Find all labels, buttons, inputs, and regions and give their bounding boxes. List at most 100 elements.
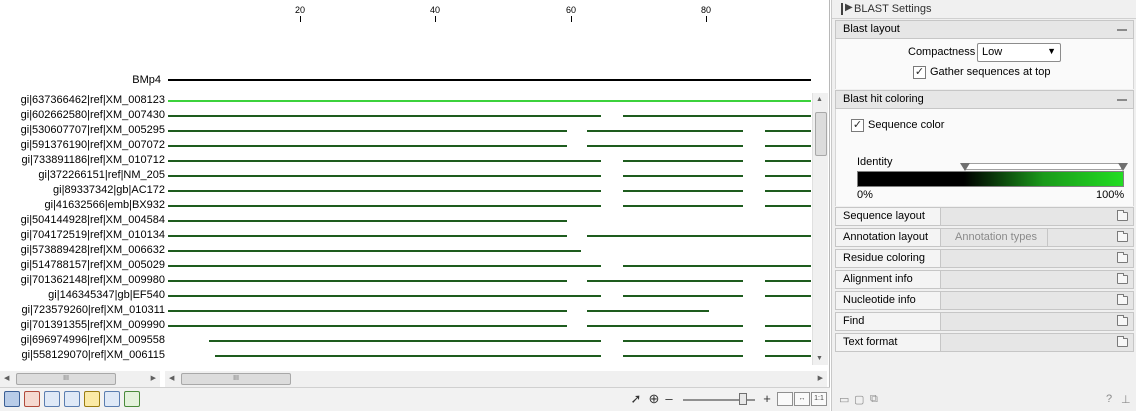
selection-cursor-icon[interactable]: ➚ <box>630 391 642 406</box>
hit-segment[interactable] <box>587 235 811 237</box>
table-view-icon[interactable] <box>44 391 60 407</box>
element-info-icon[interactable] <box>104 391 120 407</box>
hit-segment[interactable] <box>765 160 811 162</box>
hit-label[interactable]: gi|701391355|ref|XM_009990 <box>20 319 165 331</box>
hit-segment[interactable] <box>587 310 709 312</box>
section-blast-hit-coloring[interactable]: Blast hit coloring <box>835 90 1134 109</box>
hit-row[interactable]: gi|573889428|ref|XM_006632 <box>0 243 812 258</box>
folder-icon[interactable] <box>1117 294 1128 305</box>
zoom-in-icon[interactable]: ⊕ <box>648 391 660 406</box>
scroll-left-icon[interactable]: ◀ <box>169 375 175 382</box>
hit-row[interactable]: gi|558129070|ref|XM_006115 <box>0 348 812 363</box>
scroll-down-icon[interactable]: ▼ <box>816 355 823 362</box>
label-horizontal-scrollbar[interactable]: ◀ III ▶ <box>0 371 160 387</box>
hit-segment[interactable] <box>623 355 743 357</box>
blast-circle-icon[interactable] <box>24 391 40 407</box>
hit-row[interactable]: gi|602662580|ref|XM_007430 <box>0 108 812 123</box>
hit-segment[interactable] <box>765 175 811 177</box>
hit-segment[interactable] <box>623 205 743 207</box>
hit-segment[interactable] <box>168 130 567 132</box>
hit-segment[interactable] <box>168 190 601 192</box>
hit-segment[interactable] <box>623 160 743 162</box>
section-find[interactable]: Find <box>835 312 1134 331</box>
hit-row[interactable]: gi|372266151|ref|NM_205 <box>0 168 812 183</box>
hit-label[interactable]: gi|637366462|ref|XM_008123 <box>20 94 165 106</box>
hit-segment[interactable] <box>623 175 743 177</box>
sequence-color-checkbox[interactable]: ✓ <box>851 119 864 132</box>
fit-width-icon[interactable]: ↔ <box>794 392 810 406</box>
scroll-up-icon[interactable]: ▲ <box>816 96 823 103</box>
hit-segment[interactable] <box>168 250 581 252</box>
hit-row[interactable]: gi|701362148|ref|XM_009980 <box>0 273 812 288</box>
hit-row[interactable]: gi|723579260|ref|XM_010311 <box>0 303 812 318</box>
hit-segment[interactable] <box>765 190 811 192</box>
hit-label[interactable]: gi|733891186|ref|XM_010712 <box>21 154 165 166</box>
hit-segment[interactable] <box>587 325 743 327</box>
zoom-plus-icon[interactable]: + <box>763 391 771 406</box>
section-blast-layout[interactable]: Blast layout <box>835 20 1134 39</box>
hit-label[interactable]: gi|514788157|ref|XM_005029 <box>20 259 165 271</box>
blast-graphics-view-icon[interactable] <box>4 391 20 407</box>
zoom-to-fit-icon[interactable] <box>777 392 793 406</box>
hit-segment[interactable] <box>765 340 811 342</box>
hit-segment[interactable] <box>168 115 601 117</box>
hit-segment[interactable] <box>168 220 567 222</box>
section-text-format[interactable]: Text format <box>835 333 1134 352</box>
hit-segment[interactable] <box>765 295 811 297</box>
hit-row[interactable]: gi|637366462|ref|XM_008123 <box>0 93 812 108</box>
vertical-scroll-thumb[interactable] <box>815 112 827 156</box>
zoom-slider-knob[interactable] <box>739 393 747 405</box>
section-residue-coloring[interactable]: Residue coloring <box>835 249 1134 268</box>
hit-segment[interactable] <box>168 310 567 312</box>
hit-segment[interactable] <box>215 355 601 357</box>
hit-segment[interactable] <box>623 295 743 297</box>
hit-segment[interactable] <box>623 340 743 342</box>
hit-segment[interactable] <box>168 205 601 207</box>
folder-icon[interactable] <box>1117 231 1128 242</box>
history-icon[interactable] <box>84 391 100 407</box>
save-settings-icon[interactable]: ⧉ <box>870 393 878 405</box>
hit-label[interactable]: gi|591376190|ref|XM_007072 <box>20 139 165 151</box>
hit-segment[interactable] <box>765 280 811 282</box>
hit-label[interactable]: gi|701362148|ref|XM_009980 <box>20 274 165 286</box>
hit-row[interactable]: gi|733891186|ref|XM_010712 <box>0 153 812 168</box>
help-icon[interactable]: ? <box>1106 393 1113 405</box>
scroll-right-icon[interactable]: ▶ <box>150 375 156 382</box>
collapse-icon[interactable] <box>1117 99 1127 101</box>
folder-icon[interactable] <box>1117 336 1128 347</box>
hit-label[interactable]: gi|146345347|gb|EF540 <box>48 289 165 301</box>
alignment-horizontal-scrollbar[interactable]: ◀ III ▶ <box>165 371 827 387</box>
hit-segment[interactable] <box>168 295 601 297</box>
label-scroll-thumb[interactable]: III <box>16 373 116 385</box>
hit-segment[interactable] <box>587 280 743 282</box>
hit-label[interactable]: gi|41632566|emb|BX932 <box>44 199 165 211</box>
hit-rows[interactable]: gi|637366462|ref|XM_008123 gi|602662580|r… <box>0 93 812 365</box>
hit-label[interactable]: gi|146345349|gb|EF540 <box>0 364 165 365</box>
hit-row[interactable]: gi|530607707|ref|XM_005295 <box>0 123 812 138</box>
hit-segment[interactable] <box>168 235 567 237</box>
folder-icon[interactable] <box>1117 252 1128 263</box>
text-view-icon[interactable] <box>64 391 80 407</box>
hit-segment[interactable] <box>168 280 567 282</box>
hit-row[interactable]: gi|696974996|ref|XM_009558 <box>0 333 812 348</box>
hit-segment[interactable] <box>168 325 567 327</box>
hit-segment[interactable] <box>623 265 811 267</box>
hit-label[interactable]: gi|504144928|ref|XM_004584 <box>20 214 165 226</box>
hit-segment[interactable] <box>765 130 811 132</box>
pin-icon[interactable]: ⊥ <box>1121 394 1131 406</box>
hit-segment[interactable] <box>168 145 567 147</box>
scroll-right-icon[interactable]: ▶ <box>817 375 823 382</box>
checklist-icon[interactable] <box>124 391 140 407</box>
section-annotation-layout[interactable]: Annotation layout Annotation types <box>835 228 1134 247</box>
hit-row[interactable]: gi|591376190|ref|XM_007072 <box>0 138 812 153</box>
folder-icon[interactable] <box>1117 273 1128 284</box>
hit-segment[interactable] <box>765 205 811 207</box>
hit-segment[interactable] <box>765 145 811 147</box>
annotation-types-tab[interactable]: Annotation types <box>948 229 1048 246</box>
compactness-dropdown[interactable]: Low ▼ <box>977 43 1061 62</box>
hit-segment[interactable] <box>587 145 743 147</box>
section-sequence-layout[interactable]: Sequence layout <box>835 207 1134 226</box>
collapse-arrow-icon[interactable]: ▶ <box>845 2 853 13</box>
hit-label[interactable]: gi|723579260|ref|XM_010311 <box>21 304 165 316</box>
hit-label[interactable]: gi|573889428|ref|XM_006632 <box>20 244 165 256</box>
